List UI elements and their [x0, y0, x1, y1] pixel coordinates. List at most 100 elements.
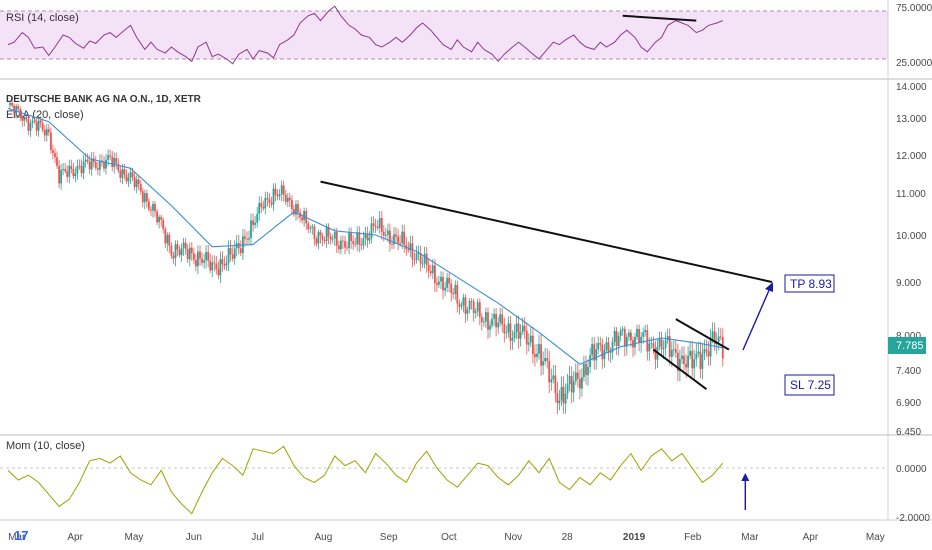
channel-trendline[interactable]	[652, 348, 708, 391]
candle-body	[480, 316, 483, 323]
candle-body	[699, 351, 702, 369]
candle-body	[717, 336, 720, 342]
candle-body	[82, 161, 85, 174]
candle-body	[474, 311, 477, 313]
candle-body	[619, 330, 622, 336]
symbol-title: DEUTSCHE BANK AG NA O.N., 1D, XETR	[6, 94, 202, 105]
main-trendline[interactable]	[320, 180, 773, 283]
candle-body	[566, 384, 569, 394]
candle-body	[256, 213, 259, 223]
candle-body	[540, 344, 542, 366]
candle-body	[501, 314, 504, 325]
candle-body	[74, 173, 77, 177]
candle-body	[574, 372, 577, 381]
candle-body	[707, 351, 710, 357]
candle-body	[672, 349, 675, 350]
candle-body	[670, 349, 673, 357]
candle-body	[560, 386, 563, 401]
candle-body	[148, 201, 150, 210]
candle-body	[364, 233, 367, 239]
channel-trendline[interactable]	[675, 318, 730, 351]
candle-body	[223, 264, 226, 266]
candle-body	[697, 351, 700, 354]
price-ytick: 11.000	[896, 189, 926, 200]
candle-body	[399, 243, 401, 244]
candle-body	[11, 102, 13, 106]
candle-body	[360, 244, 363, 246]
candle-body	[311, 226, 314, 228]
candle-body	[456, 284, 459, 304]
candle-body	[489, 325, 491, 330]
rsi-trendline[interactable]	[622, 14, 697, 22]
candle-body	[291, 199, 293, 210]
candle-body	[33, 120, 36, 122]
candle-body	[45, 129, 48, 136]
candle-body	[495, 313, 497, 328]
candle-body	[205, 251, 207, 261]
candle-body	[634, 337, 636, 348]
candle-body	[654, 347, 657, 360]
candle-body	[352, 241, 355, 244]
candle-body	[515, 323, 518, 333]
candle-body	[307, 223, 310, 229]
candle-body	[178, 249, 181, 256]
candle-body	[446, 277, 448, 288]
candle-body	[186, 249, 189, 260]
candle-body	[658, 338, 661, 347]
candle-body	[297, 204, 299, 213]
candle-body	[358, 232, 361, 245]
candle-body	[378, 218, 381, 228]
candle-body	[47, 129, 50, 133]
tp-arrow-shaft[interactable]	[742, 287, 771, 351]
candle-body	[552, 375, 555, 380]
candle-body	[372, 223, 375, 226]
rsi-line	[7, 5, 723, 65]
sl-label[interactable]: SL 7.25	[784, 374, 835, 396]
candle-body	[135, 179, 138, 188]
candle-body	[131, 172, 134, 177]
candle-body	[564, 393, 567, 404]
candle-body	[591, 344, 593, 356]
candle-body	[15, 106, 18, 113]
candle-body	[691, 350, 694, 369]
candle-body	[195, 259, 197, 267]
tp-label[interactable]: TP 8.93	[784, 274, 835, 293]
candle-body	[201, 258, 203, 263]
candle-body	[662, 348, 665, 350]
candle-body	[497, 322, 500, 328]
candle-body	[576, 372, 579, 379]
last-price-tag[interactable]: 7.785	[888, 337, 926, 354]
time-tick: Feb	[684, 532, 702, 543]
price-ytick: 6.450	[896, 427, 921, 438]
candle-body	[193, 253, 195, 260]
sl-label-text: SL 7.25	[790, 378, 831, 392]
candle-body	[393, 234, 395, 245]
candle-body	[415, 253, 418, 260]
candle-body	[54, 153, 56, 158]
candle-body	[397, 236, 399, 243]
candle-body	[589, 355, 591, 367]
candle-body	[250, 220, 252, 238]
price-ytick: 8.000	[896, 331, 921, 342]
candle-body	[380, 218, 383, 232]
candle-body	[362, 238, 365, 246]
candle-body	[470, 301, 473, 302]
candle-body	[472, 301, 475, 313]
time-tick: Mar	[8, 532, 26, 543]
candle-body	[450, 283, 453, 293]
candle-body	[282, 185, 285, 195]
candle-body	[284, 194, 287, 202]
candle-body	[199, 251, 201, 259]
candle-body	[170, 245, 173, 256]
candle-body	[448, 277, 450, 284]
candle-body	[150, 209, 152, 211]
candle-body	[368, 238, 371, 241]
price-ytick: 10.000	[896, 231, 927, 242]
candle-body	[229, 248, 232, 255]
candle-body	[315, 238, 318, 244]
mom-ytick-0: 0.0000	[896, 464, 927, 475]
candle-body	[384, 234, 387, 236]
candle-body	[534, 354, 536, 358]
candle-body	[37, 120, 40, 131]
candle-body	[683, 355, 685, 365]
